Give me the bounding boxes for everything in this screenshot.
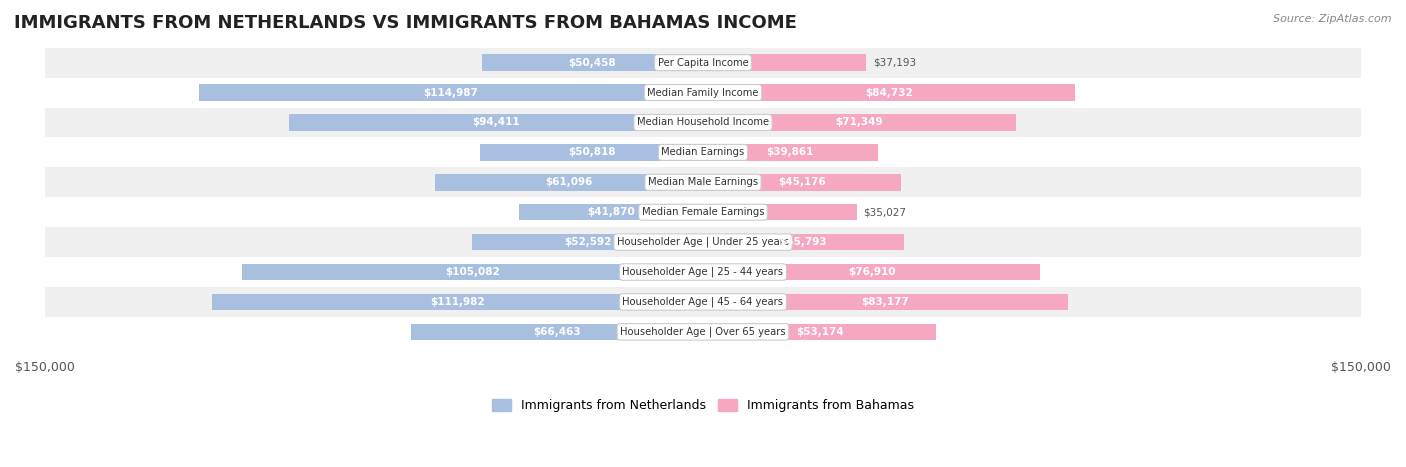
Text: $52,592: $52,592 bbox=[564, 237, 612, 247]
Bar bbox=[412, 324, 703, 340]
Bar bbox=[703, 324, 936, 340]
Text: $94,411: $94,411 bbox=[472, 118, 520, 127]
FancyBboxPatch shape bbox=[45, 287, 1361, 317]
Bar bbox=[198, 85, 703, 101]
FancyBboxPatch shape bbox=[45, 48, 1361, 78]
Text: $50,458: $50,458 bbox=[568, 57, 616, 68]
Text: $61,096: $61,096 bbox=[546, 177, 593, 187]
FancyBboxPatch shape bbox=[45, 78, 1361, 107]
Text: $35,027: $35,027 bbox=[863, 207, 907, 217]
Text: Median Family Income: Median Family Income bbox=[647, 87, 759, 98]
Bar bbox=[519, 204, 703, 220]
Text: $39,861: $39,861 bbox=[766, 148, 814, 157]
Bar bbox=[703, 144, 877, 161]
Text: $45,176: $45,176 bbox=[778, 177, 825, 187]
Text: $114,987: $114,987 bbox=[423, 87, 478, 98]
FancyBboxPatch shape bbox=[45, 167, 1361, 197]
Text: Householder Age | Over 65 years: Householder Age | Over 65 years bbox=[620, 326, 786, 337]
FancyBboxPatch shape bbox=[45, 137, 1361, 167]
Bar bbox=[242, 264, 703, 280]
Bar bbox=[703, 85, 1074, 101]
Text: $76,910: $76,910 bbox=[848, 267, 896, 277]
Legend: Immigrants from Netherlands, Immigrants from Bahamas: Immigrants from Netherlands, Immigrants … bbox=[486, 394, 920, 417]
Text: $111,982: $111,982 bbox=[430, 297, 485, 307]
FancyBboxPatch shape bbox=[45, 317, 1361, 347]
FancyBboxPatch shape bbox=[45, 257, 1361, 287]
FancyBboxPatch shape bbox=[45, 227, 1361, 257]
Text: Median Male Earnings: Median Male Earnings bbox=[648, 177, 758, 187]
Text: Householder Age | 25 - 44 years: Householder Age | 25 - 44 years bbox=[623, 267, 783, 277]
Bar bbox=[288, 114, 703, 131]
Text: Source: ZipAtlas.com: Source: ZipAtlas.com bbox=[1274, 14, 1392, 24]
Text: $37,193: $37,193 bbox=[873, 57, 915, 68]
FancyBboxPatch shape bbox=[45, 107, 1361, 137]
Text: Median Earnings: Median Earnings bbox=[661, 148, 745, 157]
Bar bbox=[703, 174, 901, 191]
Bar bbox=[703, 294, 1069, 310]
FancyBboxPatch shape bbox=[45, 197, 1361, 227]
Text: $53,174: $53,174 bbox=[796, 327, 844, 337]
Bar bbox=[434, 174, 703, 191]
Text: $71,349: $71,349 bbox=[835, 118, 883, 127]
Text: Median Female Earnings: Median Female Earnings bbox=[641, 207, 765, 217]
Text: $45,793: $45,793 bbox=[780, 237, 827, 247]
Bar bbox=[703, 55, 866, 71]
Bar bbox=[703, 234, 904, 250]
Text: $105,082: $105,082 bbox=[446, 267, 501, 277]
Text: $66,463: $66,463 bbox=[533, 327, 581, 337]
Bar bbox=[703, 204, 856, 220]
Text: Per Capita Income: Per Capita Income bbox=[658, 57, 748, 68]
Bar bbox=[212, 294, 703, 310]
Bar bbox=[479, 144, 703, 161]
Text: Householder Age | 45 - 64 years: Householder Age | 45 - 64 years bbox=[623, 297, 783, 307]
Text: IMMIGRANTS FROM NETHERLANDS VS IMMIGRANTS FROM BAHAMAS INCOME: IMMIGRANTS FROM NETHERLANDS VS IMMIGRANT… bbox=[14, 14, 797, 32]
Text: Median Household Income: Median Household Income bbox=[637, 118, 769, 127]
Bar bbox=[472, 234, 703, 250]
Text: $84,732: $84,732 bbox=[865, 87, 912, 98]
Bar bbox=[482, 55, 703, 71]
Text: Householder Age | Under 25 years: Householder Age | Under 25 years bbox=[617, 237, 789, 248]
Bar bbox=[703, 114, 1017, 131]
Text: $41,870: $41,870 bbox=[588, 207, 636, 217]
Text: $50,818: $50,818 bbox=[568, 148, 616, 157]
Bar bbox=[703, 264, 1040, 280]
Text: $83,177: $83,177 bbox=[862, 297, 910, 307]
